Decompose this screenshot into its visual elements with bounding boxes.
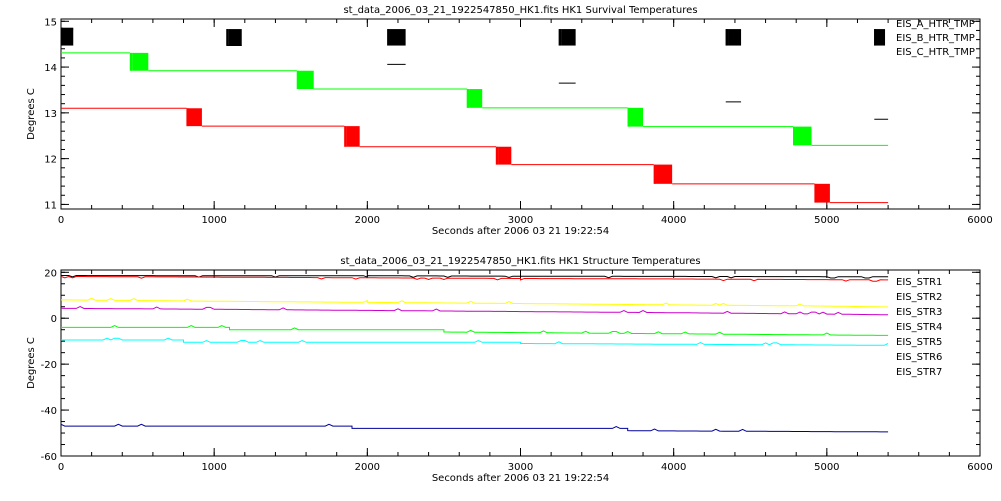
- legend-entry: EIS_STR4: [896, 322, 942, 333]
- y-tick-label: -60: [41, 452, 57, 463]
- oscillation-block: [816, 183, 830, 203]
- oscillation-block: [228, 29, 242, 46]
- series-line: [61, 52, 889, 146]
- oscillation-block: [630, 107, 644, 127]
- x-tick-label: 3000: [508, 462, 533, 473]
- oscillation-block: [299, 70, 314, 90]
- y-tick-label: 12: [44, 155, 57, 166]
- y-tick-label: 0: [51, 314, 57, 325]
- x-tick-label: 2000: [355, 215, 380, 226]
- legend-entry: EIS_STR2: [896, 292, 942, 303]
- survival-temperatures-plot: st_data_2006_03_21_1922547850_HK1.fits H…: [26, 5, 993, 237]
- y-tick-label: 11: [44, 200, 57, 211]
- oscillation-block: [561, 29, 576, 46]
- y-axis-label: Degrees C: [26, 337, 37, 389]
- y-tick-label: -40: [41, 406, 57, 417]
- series-eis-c-htr-tmp: [61, 52, 889, 146]
- y-tick-label: 20: [44, 268, 57, 279]
- y-axis-label: Degrees C: [26, 88, 37, 140]
- series-eis-str3: [61, 325, 889, 336]
- oscillation-block: [132, 52, 149, 71]
- x-tick-label: 0: [58, 215, 64, 226]
- oscillation-block: [62, 27, 74, 46]
- chart-title: st_data_2006_03_21_1922547850_HK1.fits H…: [343, 5, 697, 16]
- legend-entry: EIS_C_HTR_TMP: [896, 47, 975, 58]
- oscillation-block: [875, 29, 886, 46]
- series-eis-str6: [60, 306, 889, 316]
- legend-entry: EIS_A_HTR_TMP: [896, 19, 975, 30]
- legend-entry: EIS_B_HTR_TMP: [896, 33, 975, 44]
- series-line: [61, 325, 889, 336]
- x-tick-label: 2000: [355, 462, 380, 473]
- chart-title: st_data_2006_03_21_1922547850_HK1.fits H…: [340, 256, 700, 267]
- x-axis-label: Seconds after 2006 03 21 19:22:54: [432, 473, 609, 484]
- legend-entry: EIS_STR1: [896, 277, 942, 288]
- x-tick-label: 5000: [814, 215, 839, 226]
- oscillation-block: [728, 29, 742, 46]
- x-tick-label: 0: [58, 462, 64, 473]
- legend-entry: EIS_STR7: [896, 367, 942, 378]
- x-tick-label: 6000: [967, 215, 992, 226]
- oscillation-block: [390, 29, 406, 46]
- oscillation-block: [795, 126, 812, 146]
- x-tick-label: 4000: [661, 462, 686, 473]
- series-eis-str7: [61, 297, 889, 308]
- x-tick-label: 1000: [201, 462, 226, 473]
- legend-entry: EIS_STR5: [896, 337, 942, 348]
- series-eis-b-htr-tmp: [61, 107, 889, 204]
- series-eis-str2: [60, 275, 889, 282]
- legend-entry: EIS_STR6: [896, 352, 942, 363]
- x-tick-label: 4000: [661, 215, 686, 226]
- oscillation-block: [188, 108, 202, 127]
- x-tick-label: 3000: [508, 215, 533, 226]
- x-axis-label: Seconds after 2006 03 21 19:22:54: [432, 226, 609, 237]
- oscillation-block: [346, 126, 360, 147]
- oscillation-block: [656, 164, 673, 184]
- series-eis-str4: [60, 423, 889, 433]
- series-eis-str5: [61, 337, 889, 346]
- structure-temperatures-plot: st_data_2006_03_21_1922547850_HK1.fits H…: [26, 256, 993, 484]
- y-tick-label: 15: [44, 17, 57, 28]
- x-tick-label: 6000: [967, 462, 992, 473]
- legend-entry: EIS_STR3: [896, 307, 942, 318]
- y-tick-label: 14: [44, 63, 57, 74]
- series-line: [61, 297, 889, 308]
- x-tick-label: 5000: [814, 462, 839, 473]
- series-line: [60, 423, 889, 433]
- y-tick-label: 13: [44, 109, 57, 120]
- series-line: [60, 306, 889, 316]
- series-eis-a-htr-tmp: [60, 27, 889, 120]
- oscillation-block: [498, 146, 512, 165]
- y-tick-label: -20: [41, 360, 57, 371]
- series-line: [60, 275, 889, 282]
- x-tick-label: 1000: [201, 215, 226, 226]
- oscillation-block: [469, 89, 483, 108]
- series-line: [61, 107, 889, 204]
- series-line: [61, 337, 889, 346]
